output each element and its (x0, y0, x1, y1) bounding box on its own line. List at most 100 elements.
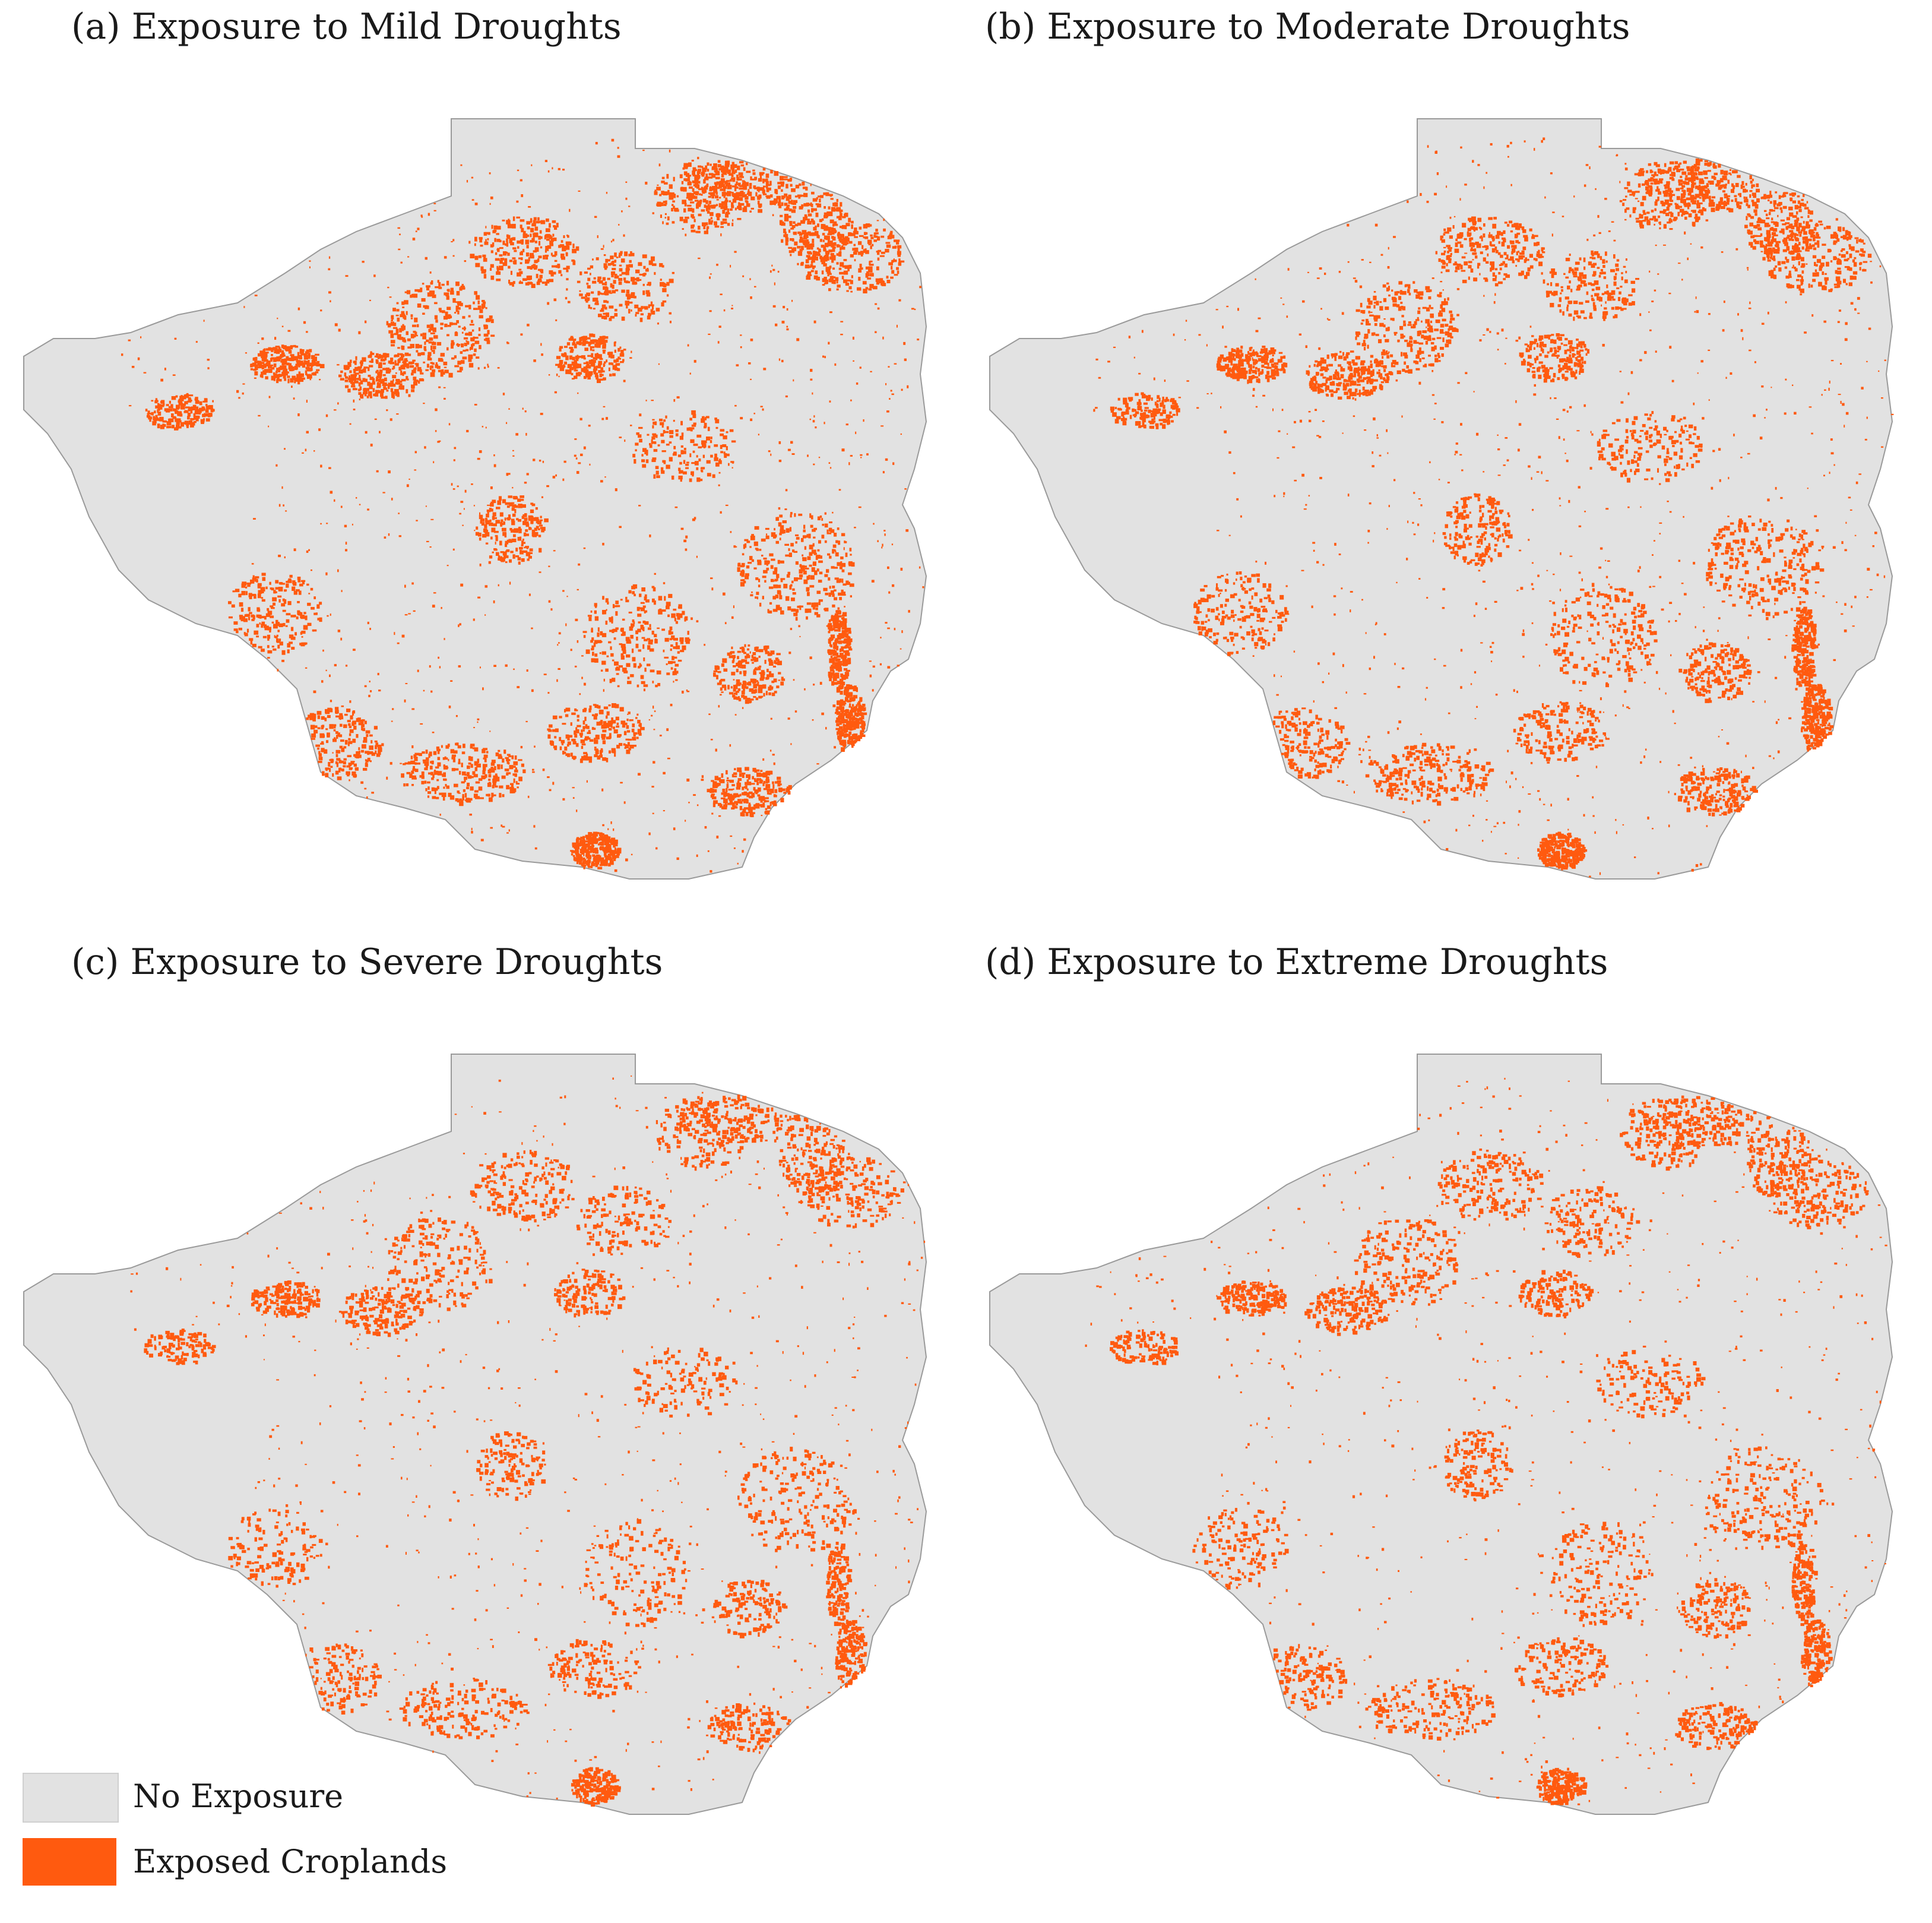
exposed-cropland-pixel (610, 355, 615, 359)
exposed-cropland-pixel (834, 597, 838, 600)
exposed-cropland-pixel (275, 580, 279, 584)
exposed-cropland-pixel (616, 605, 620, 608)
exposed-cropland-pixel (837, 731, 839, 735)
exposed-cropland-pixel (597, 855, 600, 860)
exposed-cropland-pixel (474, 236, 477, 242)
exposed-cropland-pixel (791, 188, 796, 192)
exposed-cropland-pixel (373, 726, 378, 730)
exposed-cropland-pixel (480, 244, 483, 247)
exposed-cropland-pixel (704, 177, 709, 181)
exposed-cropland-pixel (188, 398, 192, 400)
exposed-cropland-pixel (368, 375, 371, 377)
exposed-cropland-pixel (310, 587, 313, 591)
exposed-cropland-pixel (799, 239, 804, 243)
exposed-cropland-pixel (296, 374, 301, 378)
exposed-cropland-pixel (525, 552, 531, 556)
exposed-cropland-pixel (651, 256, 655, 261)
exposed-cropland-pixel (610, 646, 612, 650)
exposed-cropland-pixel (650, 309, 653, 313)
exposed-cropland-pixel (288, 358, 293, 361)
exposed-cropland-pixel (601, 846, 604, 849)
exposed-cropland-pixel (317, 747, 319, 750)
exposed-cropland-pixel (268, 365, 271, 369)
exposed-cropland-pixel (245, 613, 251, 617)
exposed-cropland-pixel (440, 359, 444, 362)
exposed-cropland-pixel (816, 253, 821, 256)
exposed-croplands (121, 138, 924, 873)
exposed-cropland-pixel (838, 730, 841, 735)
exposed-cropland-pixel (665, 431, 669, 434)
exposed-cropland-pixel (841, 655, 845, 658)
exposed-cropland-pixel (740, 581, 745, 587)
exposed-cropland-pixel (618, 281, 622, 285)
exposed-cropland-pixel (608, 840, 612, 843)
exposed-cropland-pixel (832, 615, 837, 618)
exposed-cropland-pixel (753, 787, 756, 791)
exposed-cropland-pixel (718, 803, 721, 806)
exposed-cropland-pixel (661, 609, 666, 612)
exposed-cropland-pixel (713, 204, 716, 208)
exposed-cropland-pixel (843, 259, 847, 261)
exposed-cropland-pixel (258, 646, 262, 649)
exposed-cropland-pixel (572, 850, 575, 853)
exposed-cropland-pixel (664, 638, 669, 642)
exposed-cropland-pixel (627, 742, 630, 747)
exposed-cropland-pixel (683, 163, 688, 167)
exposed-cropland-pixel (473, 353, 476, 356)
exposed-cropland-pixel (813, 275, 818, 280)
exposed-cropland-pixel (708, 221, 713, 225)
exposed-cropland-pixel (814, 612, 818, 615)
exposed-cropland-pixel (456, 291, 460, 296)
exposed-cropland-pixel (841, 739, 845, 745)
exposed-cropland-pixel (300, 377, 304, 382)
exposed-cropland-pixel (632, 619, 635, 623)
exposed-cropland-pixel (736, 176, 739, 181)
exposed-cropland-pixel (729, 692, 734, 695)
exposed-cropland-pixel (610, 653, 614, 657)
exposed-cropland-pixel (384, 377, 387, 381)
exposed-cropland-pixel (335, 770, 339, 775)
exposed-cropland-pixel (803, 535, 808, 538)
exposed-cropland-pixel (666, 605, 670, 609)
exposed-cropland-pixel (401, 311, 403, 316)
exposed-cropland-pixel (501, 764, 503, 769)
exposed-cropland-pixel (155, 415, 158, 419)
exposed-cropland-pixel (540, 220, 546, 224)
exposed-cropland-pixel (748, 192, 751, 197)
exposed-cropland-pixel (637, 628, 641, 632)
exposed-cropland-pixel (591, 362, 596, 367)
exposed-cropland-pixel (479, 344, 482, 349)
exposed-cropland-pixel (669, 441, 672, 444)
exposed-cropland-pixel (321, 716, 325, 720)
exposed-cropland-pixel (309, 349, 312, 353)
exposed-cropland-pixel (729, 429, 734, 432)
exposed-cropland-pixel (612, 659, 615, 662)
exposed-cropland-pixel (414, 379, 419, 382)
exposed-cropland-pixel (502, 527, 506, 532)
exposed-cropland-pixel (176, 404, 180, 409)
exposed-cropland-pixel (656, 203, 661, 206)
exposed-cropland-pixel (472, 771, 476, 775)
exposed-cropland-pixel (857, 251, 862, 255)
exposed-cropland-pixel (873, 235, 876, 237)
exposed-cropland-pixel (647, 315, 651, 320)
exposed-cropland-pixel (720, 451, 723, 454)
exposed-cropland-pixel (723, 451, 726, 454)
exposed-cropland-pixel (724, 453, 727, 458)
exposed-cropland-pixel (666, 173, 669, 179)
exposed-cropland-pixel (737, 562, 741, 566)
exposed-cropland-pixel (813, 256, 817, 261)
exposed-cropland-pixel (591, 637, 594, 641)
exposed-cropland-pixel (750, 196, 755, 201)
exposed-cropland-pixel (849, 726, 853, 731)
exposed-cropland-pixel (828, 673, 833, 678)
exposed-cropland-pixel (766, 567, 769, 571)
exposed-cropland-pixel (525, 529, 528, 532)
exposed-cropland-pixel (205, 405, 211, 410)
exposed-cropland-pixel (305, 366, 310, 370)
exposed-cropland-pixel (184, 401, 188, 404)
exposed-cropland-pixel (362, 378, 366, 382)
exposed-cropland-pixel (739, 773, 742, 777)
exposed-cropland-pixel (176, 422, 180, 425)
exposed-cropland-pixel (679, 435, 683, 440)
